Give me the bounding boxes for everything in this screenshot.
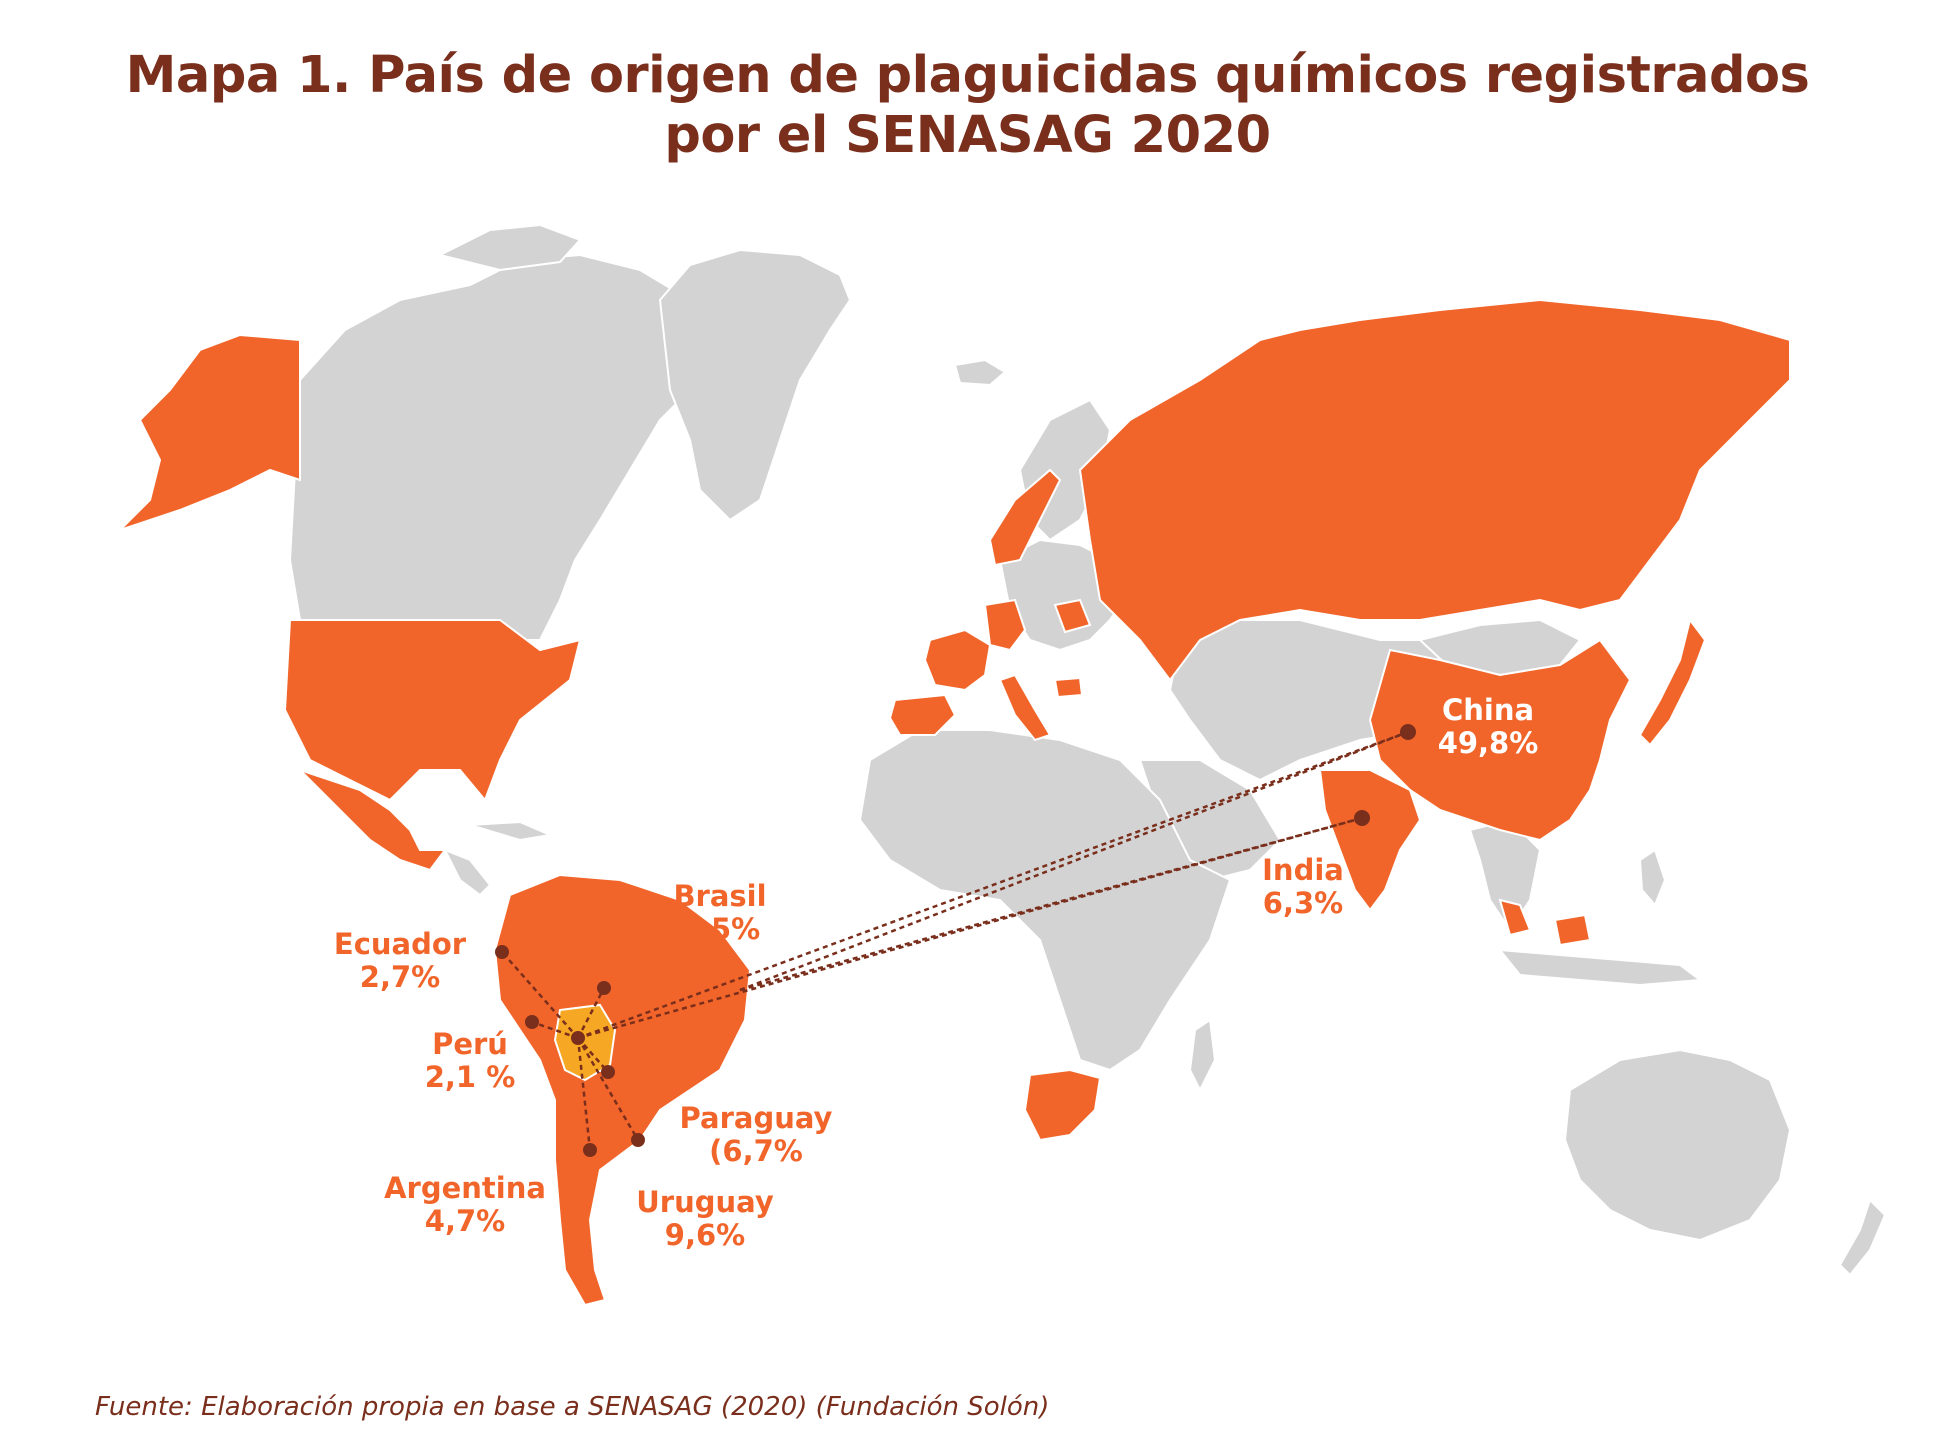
dot-paraguay [601,1065,615,1079]
dot-brasil [597,981,611,995]
china-shape [1368,638,1632,842]
label-uruguay: Uruguay 9,6% [630,1186,780,1252]
dot-argentina [583,1143,597,1157]
map-title-line-2: por el SENASAG 2020 [664,106,1271,165]
label-argentina-country: Argentina [384,1171,546,1205]
south-africa-shape [1023,1068,1102,1142]
dot-uruguay [631,1133,645,1147]
malaysia-shape [1498,898,1532,937]
label-india-value: 6,3% [1262,886,1344,920]
new-zealand-shape [1838,1198,1887,1277]
label-india-country: India [1262,853,1344,887]
label-uruguay-value: 9,6% [664,1218,746,1252]
connector-ecuador [501,951,579,1039]
label-china: China 49,8% [1418,694,1558,760]
dot-india [1354,810,1370,826]
mexico-shape [299,769,447,872]
label-ecuador-country: Ecuador [333,927,467,961]
label-china-country: China [1441,693,1535,727]
dot-bolivia [571,1031,585,1045]
central-america-shape [442,848,492,897]
connector-peru [531,1020,579,1040]
germany-shape [983,598,1027,652]
borneo-shape [1553,913,1592,947]
dot-china [1400,724,1416,740]
philippines-shape [1638,848,1667,907]
connector-brasil [576,987,606,1039]
australia-shape [1563,1048,1792,1242]
label-argentina: Argentina 4,7% [380,1172,550,1238]
label-argentina-value: 4,7% [424,1204,506,1238]
africa-shape [858,729,1232,1072]
south-america-shape [493,873,752,1307]
italy-shape [998,673,1052,742]
dot-ecuador [495,945,509,959]
bulgaria-shape [1053,676,1084,699]
france-shape [923,628,992,692]
map-title-line-1: Mapa 1. País de origen de plaguicidas qu… [125,46,1810,105]
origin-dots [495,724,1416,1157]
label-paraguay-country: Paraguay [679,1101,833,1135]
label-india: India 6,3% [1248,854,1358,920]
label-ecuador: Ecuador 2,7% [330,928,470,994]
label-paraguay: Paraguay (6,7% [676,1102,836,1168]
japan-shape [1638,617,1707,747]
russia-shape [1078,298,1791,682]
spain-shape [888,693,957,736]
label-paraguay-value: (6,7% [709,1134,803,1168]
label-uruguay-country: Uruguay [636,1185,774,1219]
connector-china-return [739,730,1409,992]
connector-india [577,816,1363,1040]
cuba-shape [469,820,554,842]
connector-china [577,730,1409,1040]
norway-shape [988,468,1062,567]
label-china-value: 49,8% [1437,726,1539,760]
dot-peru [525,1015,539,1029]
connector-uruguay [576,1037,640,1141]
canada-shape [288,253,722,682]
highlighted-countries [119,298,1791,1307]
source-note: Fuente: Elaboración propia en base a SEN… [95,1392,1050,1422]
label-brasil: Brasil 4,5% [660,880,780,946]
label-peru-country: Perú [432,1027,508,1061]
map-title: Mapa 1. País de origen de plaguicidas qu… [0,46,1935,166]
greenland-shape [658,248,852,522]
indonesia-shape [1497,948,1703,987]
india-shape [1318,769,1422,912]
label-brasil-country: Brasil [673,879,767,913]
label-brasil-value: 4,5% [679,912,761,946]
label-peru: Perú 2,1 % [420,1028,520,1094]
iceland-shape [953,358,1007,387]
canada-islands-shape [437,223,582,272]
alaska-shape [119,333,301,531]
madagascar-shape [1188,1018,1217,1093]
label-peru-value: 2,1 % [424,1060,516,1094]
connector-lines [501,730,1409,1151]
poland-shape [1053,598,1092,634]
label-ecuador-value: 2,7% [359,960,441,994]
connector-argentina [576,1037,592,1151]
connector-paraguay [577,1037,609,1073]
usa-shape [283,619,582,802]
